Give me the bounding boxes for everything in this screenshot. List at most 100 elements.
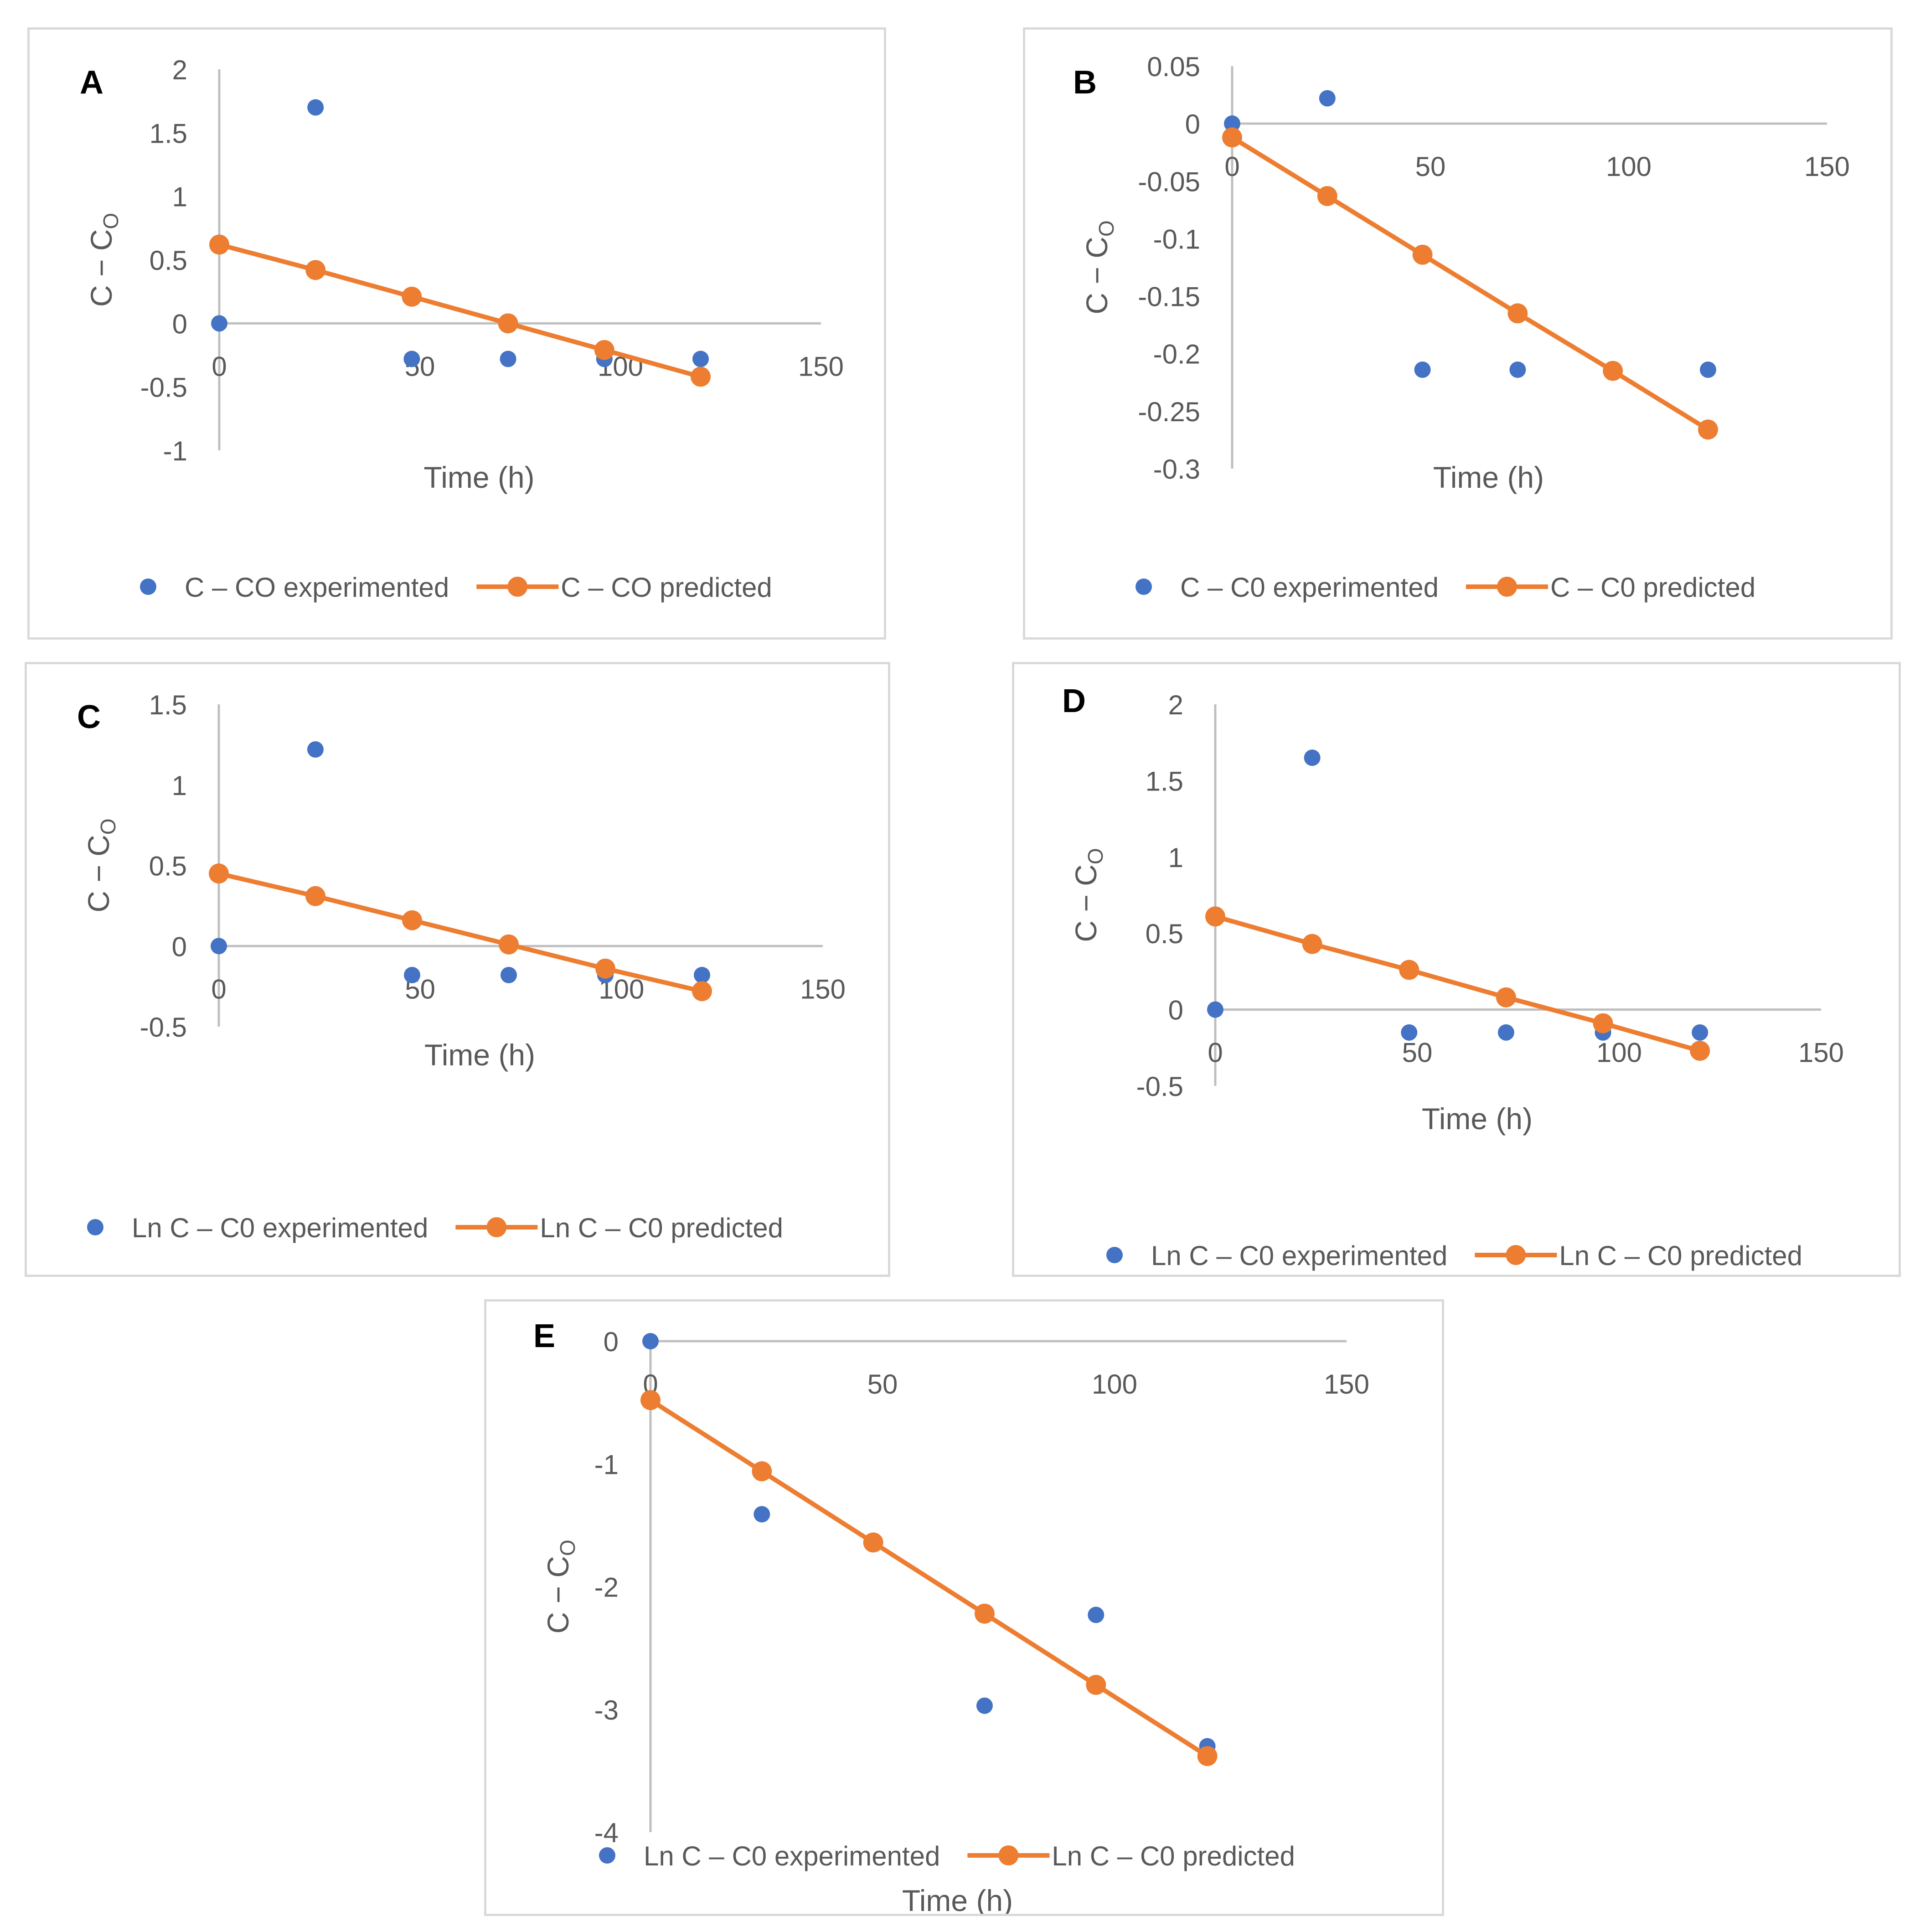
x-tick-label: 0 [212, 351, 227, 382]
predicted-point [594, 340, 614, 360]
panel-letter: A [80, 64, 103, 101]
legend-experimented-marker [599, 1847, 615, 1864]
legend-predicted-marker [998, 1845, 1019, 1865]
experimented-point [754, 1506, 770, 1523]
legend: C – CO experimented C – CO predicted [140, 572, 772, 603]
experimented-point [1207, 1001, 1223, 1018]
y-tick-label: 0 [172, 931, 187, 962]
experimented-point [404, 966, 420, 983]
y-tick-label: 1 [172, 770, 187, 801]
experimented-point [976, 1697, 993, 1714]
panel-letter: E [533, 1318, 555, 1354]
y-axis-title-subscript: O [556, 1539, 579, 1556]
predicted-point [1507, 303, 1528, 324]
y-tick-label: -0.2 [1153, 339, 1200, 370]
legend: Ln C – C0 experimented Ln C – C0 predicte… [87, 1213, 783, 1243]
chart-panel-a: A -1 -0.5 0 0.5 1 1.5 2 0 50 100 150 Time (h) C − CO C… [27, 27, 886, 640]
experimented-point [1304, 749, 1321, 766]
legend-predicted-marker [1506, 1245, 1526, 1265]
y-tick-label: 0 [604, 1327, 619, 1357]
x-tick-label: 150 [1324, 1369, 1369, 1400]
y-axis-title: C − CO [84, 213, 123, 307]
legend-predicted-label: Ln C – C0 predicted [540, 1213, 783, 1243]
y-axis-title: C − CO [541, 1539, 579, 1633]
predicted-point [209, 863, 229, 884]
x-tick-label: 50 [1402, 1038, 1433, 1068]
panel-letter: C [77, 699, 101, 735]
x-tick-label: 150 [798, 351, 844, 382]
predicted-point [1412, 244, 1433, 265]
x-axis-title: Time (h) [1433, 460, 1544, 494]
predicted-point [1698, 419, 1718, 440]
experimented-point [1224, 115, 1240, 132]
y-tick-label: 0.05 [1147, 52, 1200, 82]
experimented-point [642, 1333, 659, 1349]
y-axis-title-subscript: O [1084, 848, 1107, 864]
experimented-point [211, 315, 227, 332]
y-tick-label: 0.5 [149, 851, 187, 882]
predicted-line [649, 1398, 1209, 1758]
x-tick-label: 100 [1596, 1038, 1642, 1068]
chart-panel-e: E -4 -3 -2 -1 0 0 50 100 150 Time (h) C − CO Ln C – … [484, 1299, 1444, 1916]
predicted-point [402, 910, 422, 930]
predicted-point [1399, 960, 1419, 980]
predicted-point [402, 286, 422, 307]
y-axis-title-subscript: O [99, 213, 123, 229]
predicted-point [640, 1390, 661, 1410]
predicted-point [498, 313, 518, 334]
y-tick-label: -0.05 [1138, 166, 1200, 197]
y-axis-title-subscript: O [96, 818, 120, 835]
experimented-point [1497, 1024, 1514, 1041]
y-axis-title-main: C − C [84, 229, 118, 307]
legend-predicted-marker [507, 577, 528, 597]
y-tick-label: -1 [163, 436, 187, 466]
predicted-point [305, 260, 326, 280]
x-axis-title: Time (h) [902, 1884, 1013, 1914]
predicted-point [209, 234, 229, 255]
predicted-point [1086, 1674, 1106, 1695]
legend-experimented-marker [140, 579, 156, 595]
y-axis-title-subscript: O [1094, 220, 1118, 237]
legend-predicted-label: C – C0 predicted [1550, 572, 1755, 603]
predicted-point [1205, 906, 1225, 927]
y-tick-label: -0.15 [1138, 282, 1200, 312]
predicted-line [1231, 135, 1709, 432]
y-tick-label: 1.5 [150, 118, 187, 149]
legend: Ln C – C0 experimented Ln C – C0 predicte… [599, 1841, 1295, 1871]
experimented-point [1319, 90, 1336, 107]
predicted-point [863, 1532, 883, 1553]
y-tick-label: -4 [594, 1818, 619, 1848]
y-tick-label: 1 [172, 182, 187, 212]
x-tick-label: 50 [1415, 151, 1446, 182]
legend-predicted-marker [1497, 577, 1517, 597]
y-tick-label: -2 [594, 1572, 619, 1603]
y-tick-label: 0.5 [1146, 919, 1183, 949]
y-tick-label: 1.5 [149, 690, 187, 720]
experimented-point [211, 938, 227, 955]
x-tick-label: 0 [1208, 1038, 1223, 1068]
y-axis-title: C − CO [82, 818, 120, 912]
legend-predicted-marker [486, 1217, 507, 1237]
legend-experimented-marker [87, 1219, 103, 1235]
y-tick-label: 0 [172, 309, 187, 339]
x-tick-label: 150 [800, 974, 846, 1004]
y-axis-title-main: C − C [541, 1556, 575, 1634]
experimented-point [1692, 1024, 1708, 1041]
x-tick-label: 0 [1224, 151, 1239, 182]
experimented-point [501, 966, 517, 983]
predicted-point [752, 1461, 772, 1482]
predicted-point [595, 958, 615, 979]
experimented-point [1700, 362, 1716, 378]
y-axis-title: C − CO [1080, 220, 1118, 314]
legend-experimented-label: Ln C – C0 experimented [1151, 1240, 1447, 1271]
y-tick-label: -0.1 [1153, 224, 1200, 254]
chart-panel-b: B -0.3 -0.25 -0.2 -0.15 -0.1 -0.05 0 0.05 0 50 100 1… [1023, 27, 1893, 640]
predicted-line [218, 871, 703, 994]
predicted-point [499, 934, 519, 955]
chart-panel-d: D -0.5 0 0.5 1 1.5 2 0 50 100 150 Time (h) C − CO Ln … [1012, 662, 1901, 1277]
experimented-point [403, 351, 420, 367]
legend-predicted-label: Ln C – C0 predicted [1559, 1240, 1802, 1271]
predicted-point [1593, 1013, 1613, 1033]
